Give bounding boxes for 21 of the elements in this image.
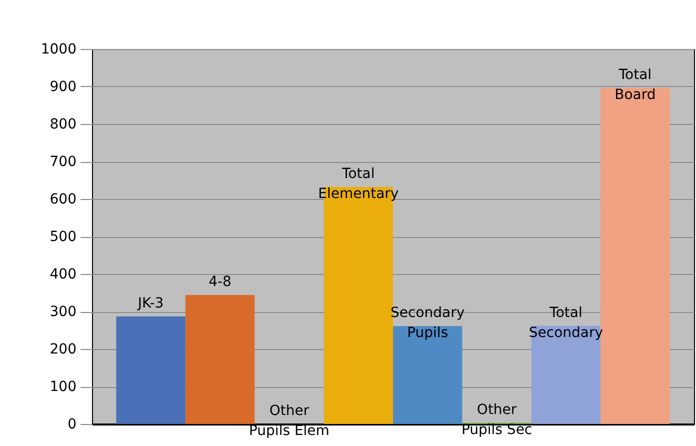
bar [600,88,670,424]
y-tick-label: 300 [50,304,76,320]
y-tick-label: 100 [50,379,76,395]
y-tick-label: 0 [68,416,76,432]
y-tick-label: 600 [50,192,76,208]
bar [116,316,186,424]
x-tick-label: Other Pupils Elem [248,403,330,439]
x-tick-label: Total Board [614,67,656,103]
y-tick-label: 200 [50,342,76,358]
x-tick-label: JK-3 [136,295,164,312]
y-tick-label: 500 [50,229,76,245]
x-tick-label: Total Secondary [528,304,604,341]
y-tick-label: 700 [50,154,76,170]
y-tick-label: 400 [50,266,76,282]
x-tick-label: 4-8 [208,274,232,290]
y-tick-label: 900 [50,79,76,95]
bar [531,326,601,424]
y-tick-label: 800 [50,116,76,132]
bar [185,295,255,424]
bar [393,326,462,424]
y-tick-label: 1000 [40,42,76,58]
